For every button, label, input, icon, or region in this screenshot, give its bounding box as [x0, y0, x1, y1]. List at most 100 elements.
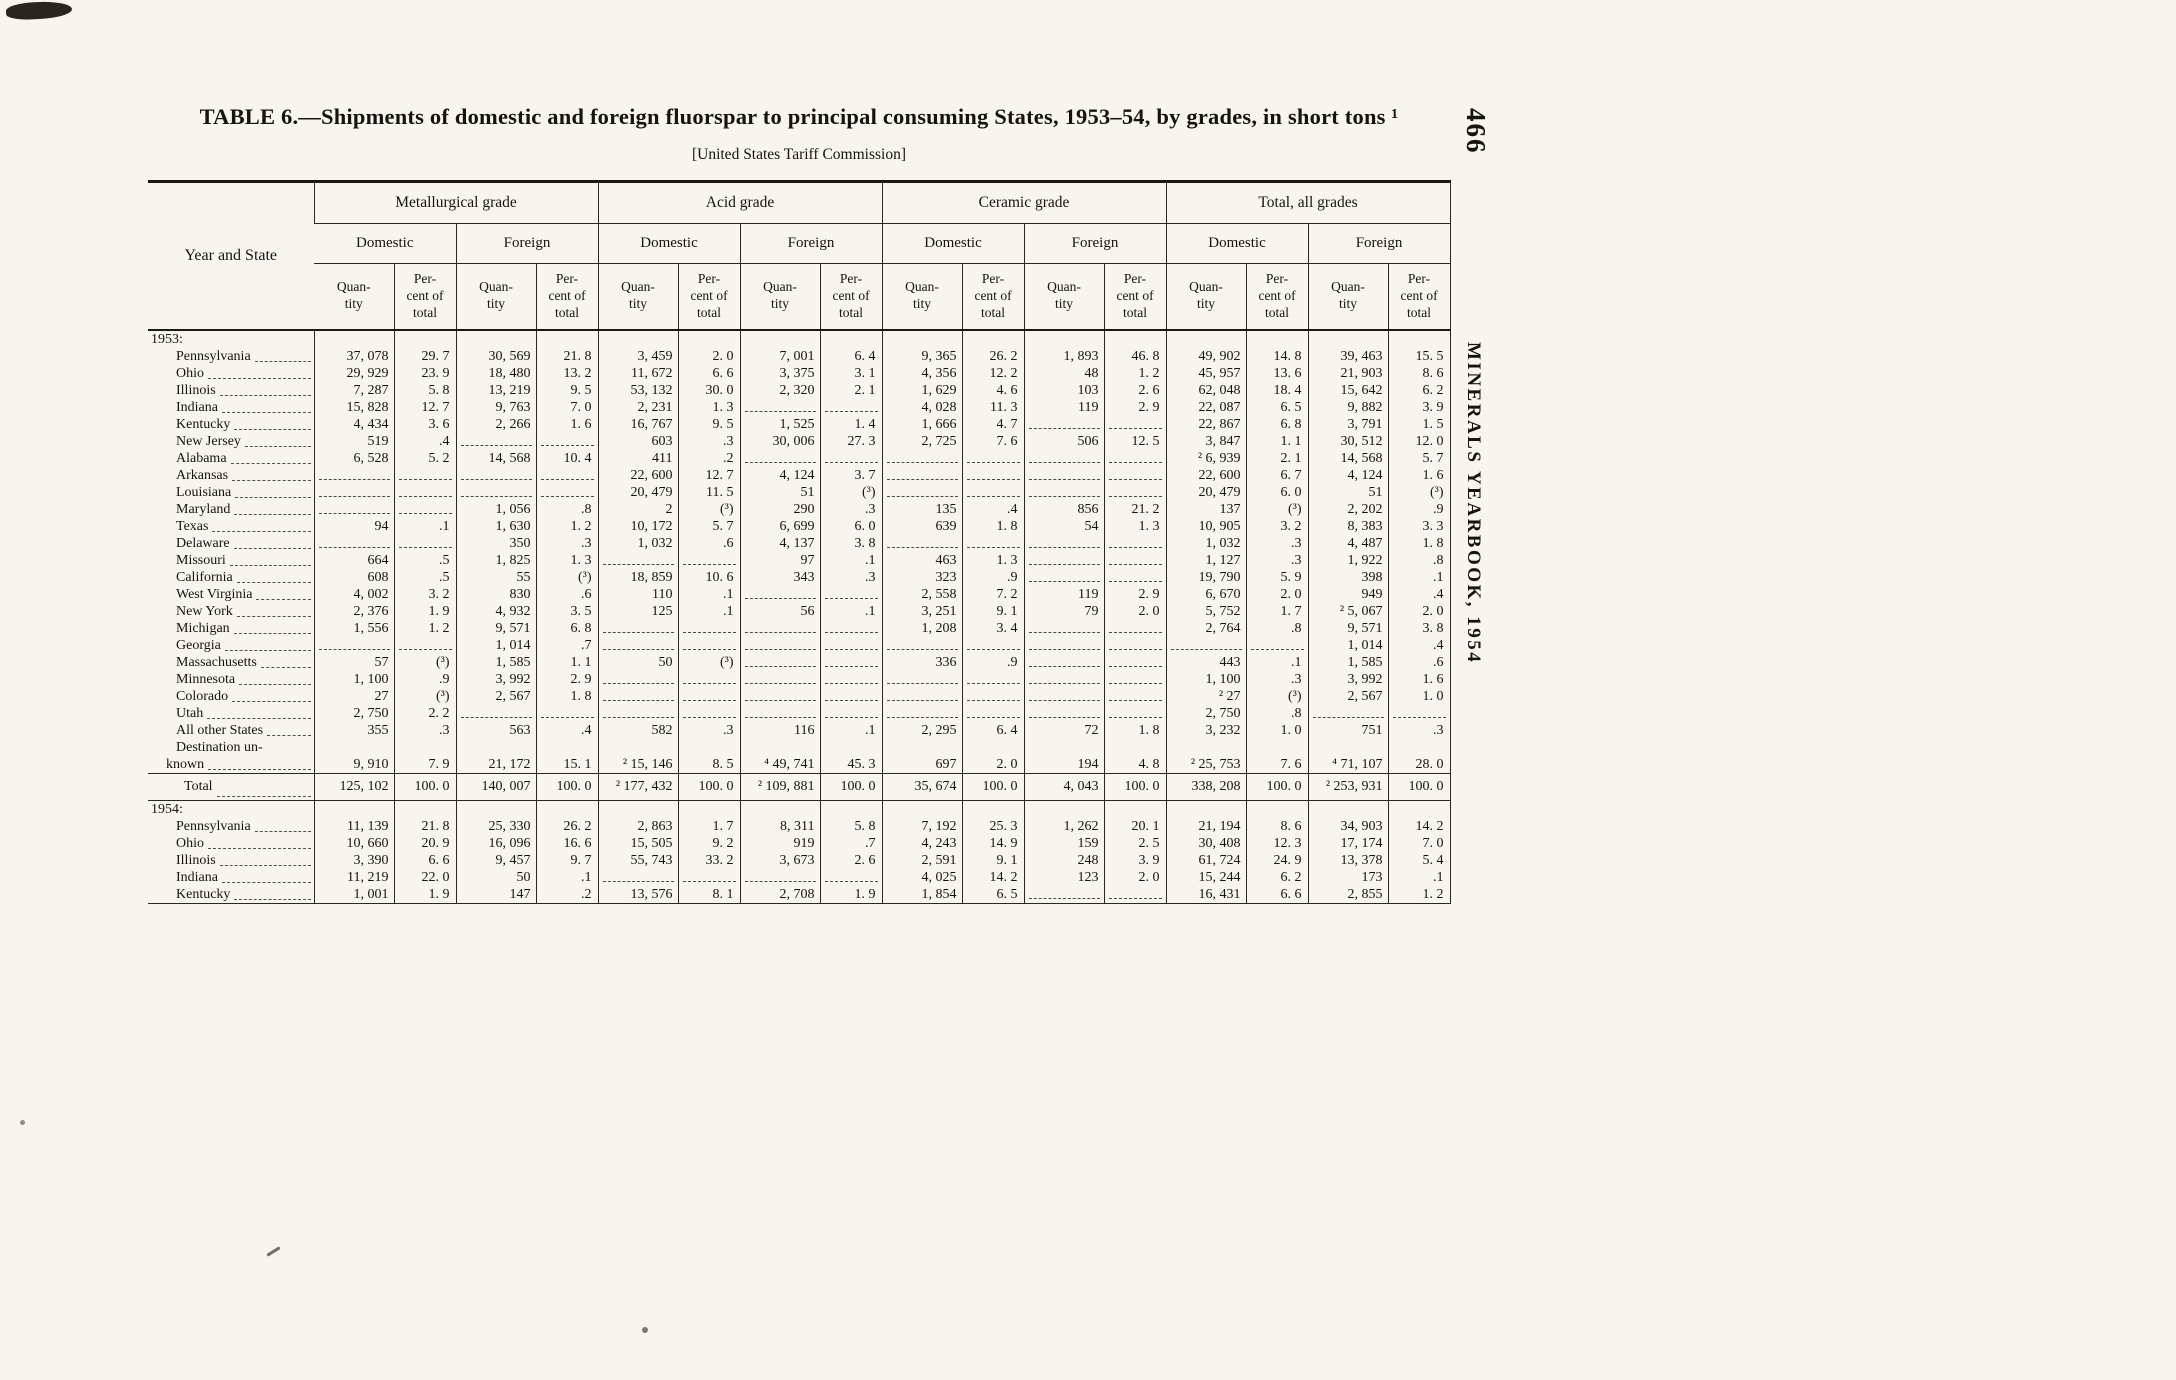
row-label: West Virginia — [148, 586, 314, 603]
cell — [597, 868, 679, 886]
cell: 18, 480 — [455, 364, 536, 382]
cell: 7, 192 — [881, 817, 963, 835]
cell — [1023, 449, 1105, 467]
cell: 100. 0 — [961, 772, 1025, 801]
cell: 11, 219 — [313, 868, 394, 886]
cell: 443 — [1165, 653, 1247, 671]
origin-header-foreign: Foreign — [1307, 223, 1451, 264]
cell: 21. 8 — [393, 817, 456, 835]
cell: 6. 6 — [1245, 885, 1309, 904]
cell: .9 — [393, 670, 456, 688]
cell: (³) — [677, 653, 741, 671]
cell: 1. 3 — [961, 551, 1025, 569]
group-header-ceramic: Ceramic grade — [881, 180, 1167, 224]
cell — [1103, 466, 1167, 484]
cell: 3, 390 — [313, 851, 394, 869]
cell: 20. 9 — [393, 834, 456, 852]
cell: .2 — [535, 885, 599, 904]
cell — [535, 466, 599, 484]
cell: 1, 208 — [881, 619, 963, 637]
cell — [1103, 687, 1167, 705]
cell: 100. 0 — [677, 772, 741, 801]
cell — [881, 466, 963, 484]
cell: (³) — [393, 653, 456, 671]
cell: 2, 558 — [881, 585, 963, 603]
measure-header-percent: Per- cent of total — [677, 263, 741, 331]
cell: 398 — [1307, 568, 1389, 586]
cell: 949 — [1307, 585, 1389, 603]
cell: 1. 6 — [1387, 466, 1451, 484]
cell: .1 — [393, 517, 456, 535]
cell: ² 253, 931 — [1307, 772, 1389, 801]
cell: .1 — [535, 868, 599, 886]
cell: 1, 629 — [881, 381, 963, 399]
cell — [597, 551, 679, 569]
table-row: Illinois 3, 390 6. 6 9, 457 9. 7 55, 743 33. 2… — [148, 851, 1451, 869]
cell: 12. 2 — [961, 364, 1025, 382]
cell: 11, 139 — [313, 817, 394, 835]
cell — [313, 466, 394, 484]
cell: 1. 2 — [393, 619, 456, 637]
measure-header-quantity: Quan- tity — [597, 263, 679, 331]
cell — [1103, 483, 1167, 501]
cell: .3 — [1245, 534, 1309, 552]
cell: 14. 8 — [1245, 347, 1309, 365]
measure-header-percent: Per- cent of total — [1387, 263, 1451, 331]
cell: 14. 2 — [961, 868, 1025, 886]
cell: (³) — [819, 483, 883, 501]
measure-header-quantity: Quan- tity — [881, 263, 963, 331]
stub-header: Year and State — [148, 180, 314, 331]
cell: 1, 127 — [1165, 551, 1247, 569]
cell — [1023, 636, 1105, 654]
cell: 3, 992 — [455, 670, 536, 688]
cell — [819, 670, 883, 688]
cell: .3 — [535, 534, 599, 552]
cell: 39, 463 — [1307, 347, 1389, 365]
cell: 10, 172 — [597, 517, 679, 535]
cell: 697 — [881, 738, 963, 773]
cell: 30, 512 — [1307, 432, 1389, 450]
cell — [739, 868, 821, 886]
cell: 9. 2 — [677, 834, 741, 852]
cell: 49, 902 — [1165, 347, 1247, 365]
cell: 79 — [1023, 602, 1105, 620]
cell — [1103, 670, 1167, 688]
cell — [1103, 636, 1167, 654]
cell: 3. 4 — [961, 619, 1025, 637]
cell: 94 — [313, 517, 394, 535]
cell — [393, 534, 456, 552]
cell — [1103, 568, 1167, 586]
cell: 4, 932 — [455, 602, 536, 620]
cell: 2, 591 — [881, 851, 963, 869]
cell: 7. 2 — [961, 585, 1025, 603]
cell — [393, 483, 456, 501]
cell: 2. 1 — [1245, 449, 1309, 467]
cell: .1 — [819, 602, 883, 620]
cell — [819, 653, 883, 671]
cell — [881, 449, 963, 467]
cell: 11. 5 — [677, 483, 741, 501]
cell — [739, 398, 821, 416]
cell: 4, 137 — [739, 534, 821, 552]
cell — [819, 398, 883, 416]
cell: 2, 863 — [597, 817, 679, 835]
cell: 9, 365 — [881, 347, 963, 365]
cell: .3 — [1245, 670, 1309, 688]
cell: 639 — [881, 517, 963, 535]
cell: ² 27 — [1165, 687, 1247, 705]
cell: .3 — [819, 568, 883, 586]
cell — [597, 800, 679, 818]
cell: 33. 2 — [677, 851, 741, 869]
cell: 26. 2 — [961, 347, 1025, 365]
table-row: Arkansas 22, 600 12. 7 4, 124 3. 7 22, 600 6. … — [148, 466, 1451, 484]
cell: 519 — [313, 432, 394, 450]
cell: 26. 2 — [535, 817, 599, 835]
cell: 2. 9 — [535, 670, 599, 688]
cell: 1. 6 — [1387, 670, 1451, 688]
cell: 29. 7 — [393, 347, 456, 365]
cell: 100. 0 — [819, 772, 883, 801]
cell: 97 — [739, 551, 821, 569]
cell: 15, 244 — [1165, 868, 1247, 886]
cell — [1103, 415, 1167, 433]
cell: 20. 1 — [1103, 817, 1167, 835]
